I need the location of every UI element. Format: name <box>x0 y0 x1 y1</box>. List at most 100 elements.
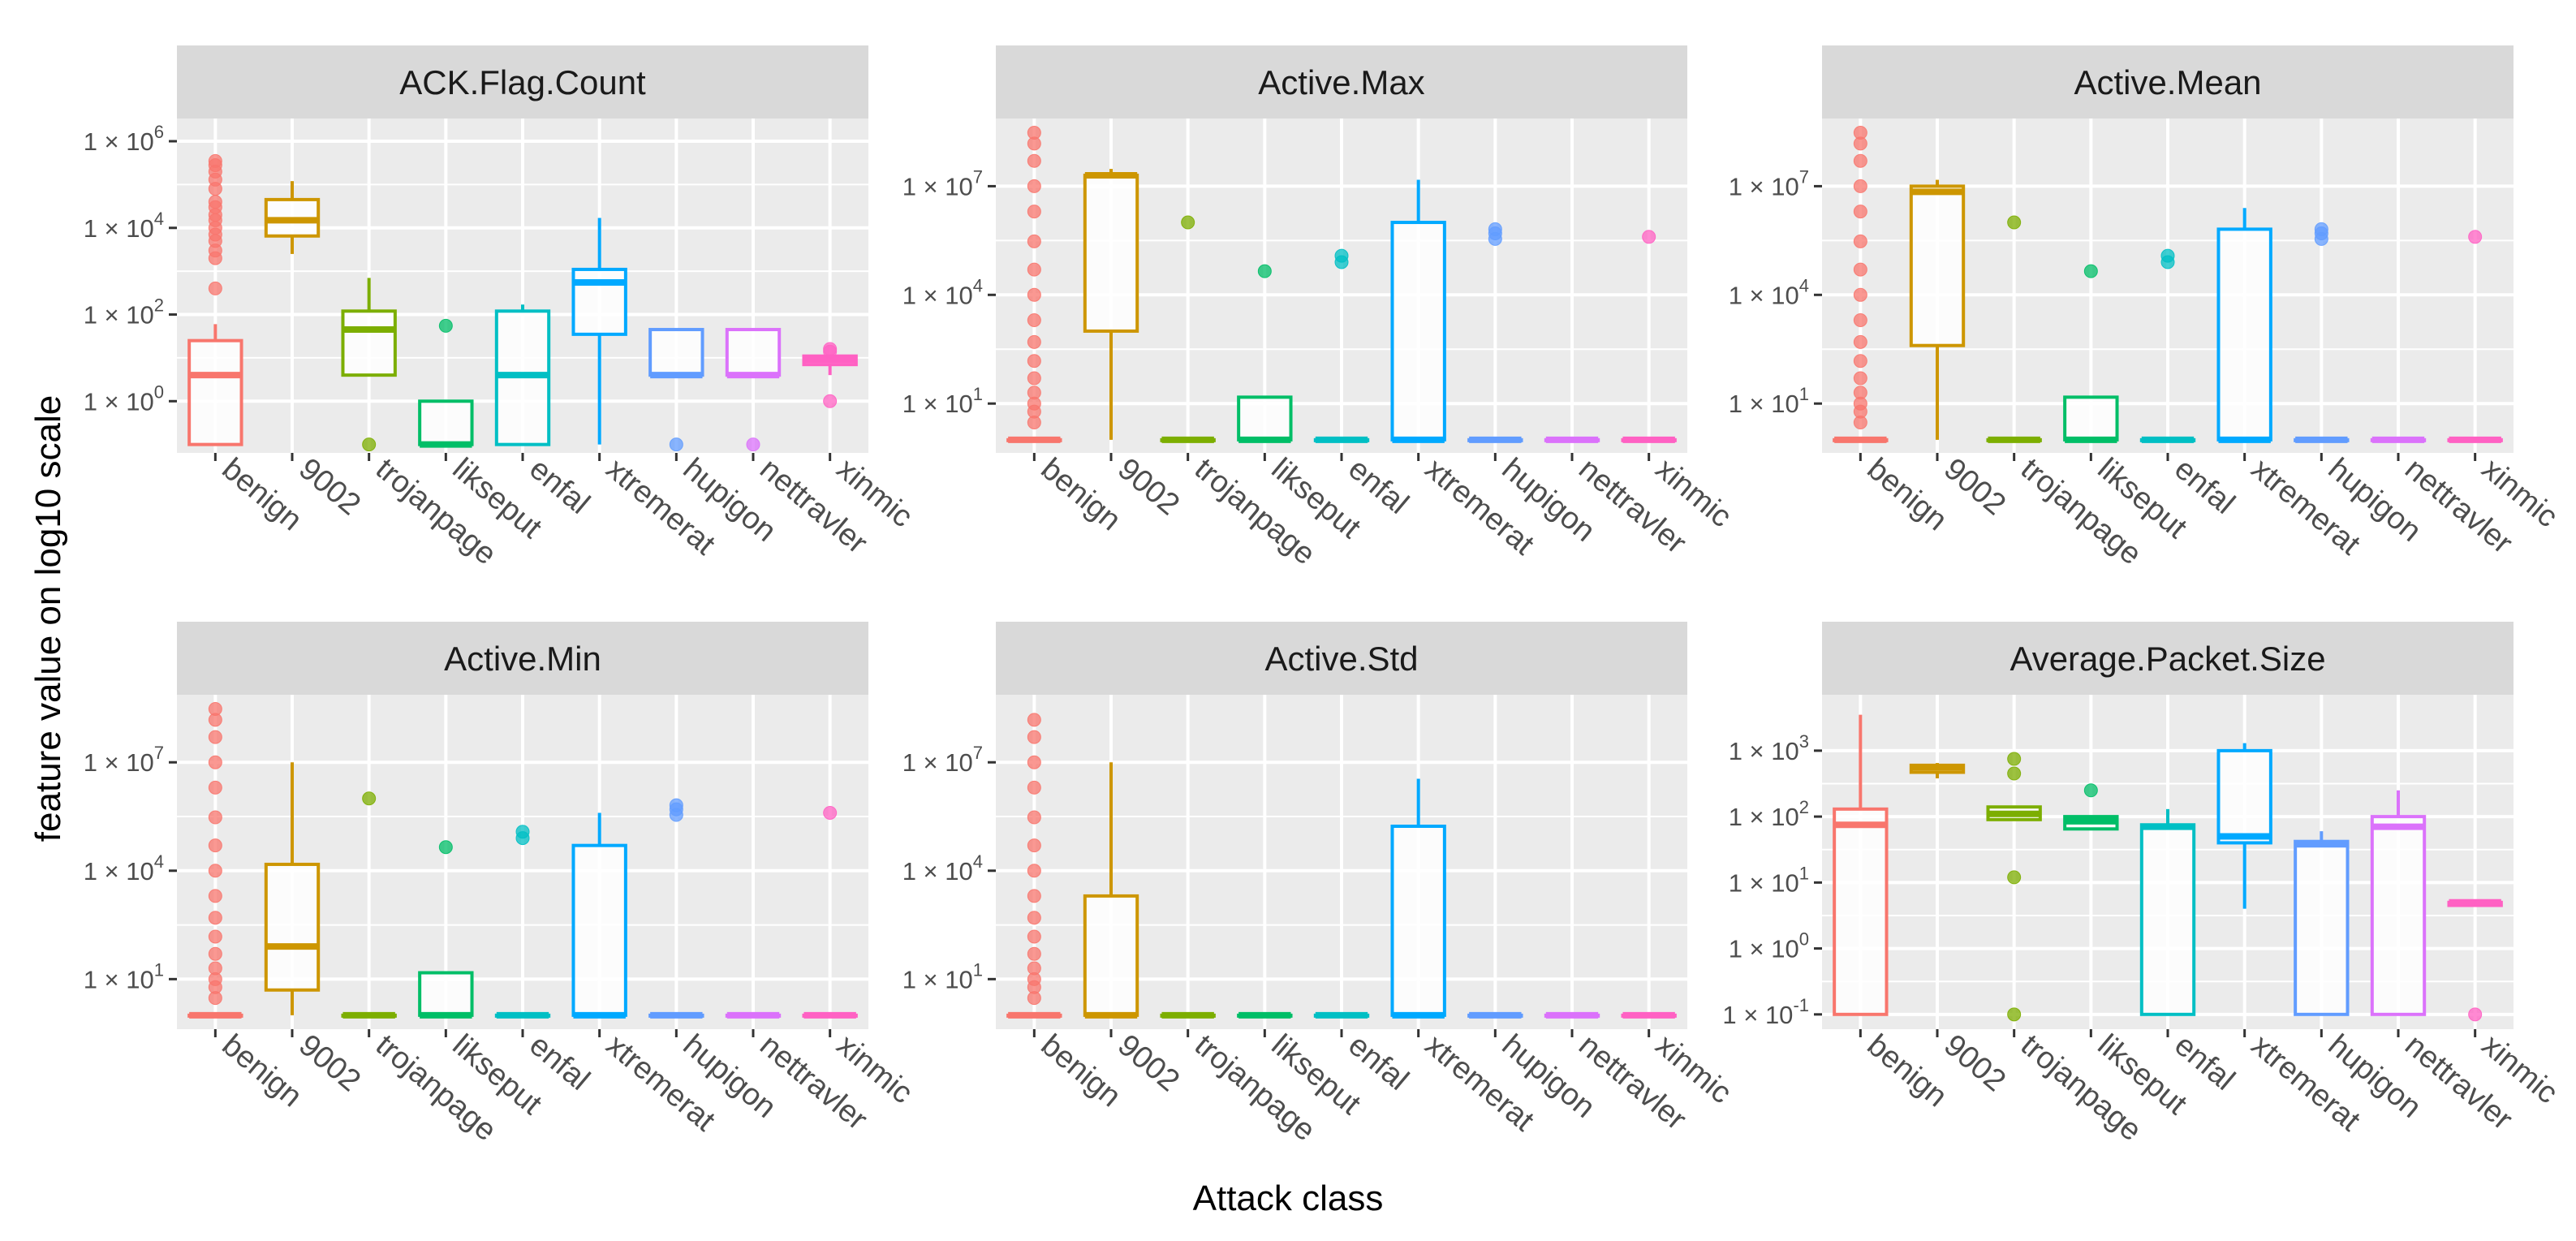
outlier-point <box>1853 205 1867 219</box>
box-xinmic <box>1621 1011 1677 1019</box>
box-body <box>1390 825 1446 1017</box>
x-tick-label: benign <box>1861 452 1954 538</box>
outlier-point <box>1027 234 1041 248</box>
box-body <box>1083 173 1139 333</box>
x-axis-title: Attack class <box>1192 1179 1384 1218</box>
box-9002 <box>1909 179 1966 440</box>
box-body <box>571 843 627 1017</box>
outlier-point <box>438 840 453 855</box>
outlier-point <box>1181 215 1195 230</box>
outlier-point <box>208 281 222 295</box>
facet-strip <box>177 45 868 118</box>
outlier-point <box>1027 929 1041 944</box>
box-likseput <box>2063 783 2119 831</box>
outlier-point <box>1027 205 1041 219</box>
box-body <box>341 309 397 377</box>
x-tick-label: benign <box>216 452 308 538</box>
box-body <box>2139 823 2196 1016</box>
box-likseput <box>418 840 474 1019</box>
box-enfal <box>2139 248 2196 443</box>
box-nettravler <box>1544 436 1600 443</box>
box-9002 <box>1083 169 1139 440</box>
outlier-point <box>2007 752 2022 766</box>
outlier-point <box>1853 262 1867 277</box>
box-body <box>648 328 704 377</box>
outlier-point <box>1027 946 1041 961</box>
outlier-point <box>1027 386 1041 400</box>
box-xinmic <box>2447 898 2503 1022</box>
box-body <box>1909 184 1966 347</box>
box-benign <box>1006 125 1062 443</box>
y-tick-label: 1 × 102 <box>84 295 164 330</box>
box-body <box>2216 748 2272 845</box>
outlier-point <box>208 889 222 903</box>
box-body <box>2370 815 2427 1016</box>
outlier-point <box>208 153 222 168</box>
box-hupigon <box>2294 222 2350 443</box>
box-body <box>1833 807 1889 1016</box>
box-body <box>571 267 627 336</box>
outlier-point <box>823 394 838 408</box>
outlier-point <box>362 791 377 806</box>
facet-strip <box>1822 45 2514 118</box>
box-trojanpage <box>341 278 397 452</box>
outlier-point <box>1027 713 1041 727</box>
box-body <box>2294 839 2350 1016</box>
y-tick-label: 1 × 107 <box>1729 166 1809 200</box>
box-9002 <box>264 762 321 1015</box>
y-tick-label: 1 × 104 <box>902 851 983 886</box>
box-benign <box>1006 713 1062 1019</box>
box-nettravler <box>2370 790 2427 1016</box>
outlier-point <box>1642 230 1656 244</box>
outlier-point <box>438 318 453 333</box>
outlier-point <box>1027 838 1041 853</box>
y-tick-label: 1 × 101 <box>1729 384 1809 418</box>
y-tick-label: 1 × 10-1 <box>1722 995 1809 1029</box>
facet-strip <box>1822 622 2514 695</box>
outlier-point <box>2007 215 2022 230</box>
x-tick-label: benign <box>1035 1028 1127 1114</box>
y-tick-label: 1 × 107 <box>902 743 983 777</box>
outlier-point <box>208 838 222 853</box>
facet-title: Active.Std <box>1264 640 1418 678</box>
outlier-point <box>1334 248 1349 263</box>
outlier-point <box>208 929 222 944</box>
outlier-point <box>669 437 683 452</box>
outlier-point <box>1488 222 1502 236</box>
box-hupigon <box>1467 222 1523 443</box>
panel-ack-flag-count: ACK.Flag.Count 1 × 100 1 × 102 1 × 104 1 × 1… <box>84 45 919 571</box>
outlier-point <box>1853 313 1867 328</box>
outlier-point <box>1027 287 1041 302</box>
box-xtremerat <box>571 218 627 445</box>
box-nettravler <box>2370 436 2427 443</box>
outlier-point <box>2468 1007 2483 1022</box>
outlier-point <box>2314 222 2328 236</box>
outlier-point <box>1027 153 1041 168</box>
box-xinmic <box>802 805 858 1019</box>
box-enfal <box>494 304 551 446</box>
box-nettravler <box>725 1011 782 1019</box>
outlier-point <box>208 911 222 925</box>
box-body <box>418 971 474 1017</box>
y-tick-label: 1 × 103 <box>1729 731 1809 765</box>
box-likseput <box>1237 1011 1293 1019</box>
outlier-point <box>515 825 530 839</box>
outlier-point <box>1027 313 1041 328</box>
y-tick-label: 1 × 106 <box>84 122 164 156</box>
outlier-point <box>1853 153 1867 168</box>
outlier-point <box>208 755 222 769</box>
outlier-point <box>208 730 222 744</box>
outlier-point <box>1853 125 1867 140</box>
y-tick-label: 1 × 107 <box>902 166 983 200</box>
outlier-point <box>2083 783 2098 798</box>
outlier-point <box>1027 889 1041 903</box>
box-xinmic <box>1621 230 1677 443</box>
box-trojanpage <box>341 791 397 1019</box>
box-xinmic <box>802 342 858 408</box>
outlier-point <box>2007 1007 2022 1022</box>
box-body <box>264 862 321 992</box>
panel-average-packet-size: Average.Packet.Size 1 × 10-1 1 × 100 1 × 10… <box>1722 622 2564 1148</box>
